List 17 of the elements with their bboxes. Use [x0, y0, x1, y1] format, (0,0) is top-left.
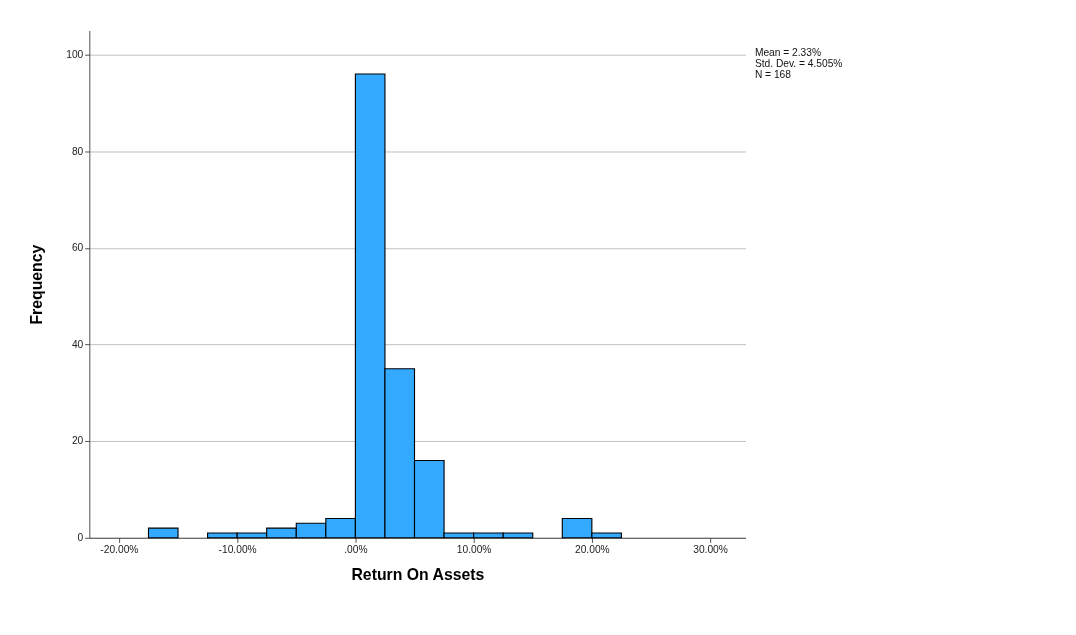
x-tick-label: 10.00%	[456, 544, 492, 556]
text: Std. Dev. = 4.505%	[754, 57, 843, 69]
y-tick-label: 100	[66, 48, 84, 60]
y-tick-label: 20	[71, 435, 84, 447]
y-tick-label: 60	[71, 242, 84, 254]
text: Mean = 2.33%	[754, 46, 822, 58]
y-tick-label: 40	[71, 338, 84, 350]
y-tick-label: 0	[77, 532, 84, 544]
x-tick-label: 20.00%	[574, 544, 610, 556]
x-tick-label: -10.00%	[218, 544, 257, 556]
text: N = 168	[754, 68, 792, 80]
x-tick-label: .00%	[344, 544, 368, 556]
y-tick-label: 80	[71, 145, 84, 157]
x-tick-label: 30.00%	[693, 544, 728, 556]
x-axis-title: Return On Assets	[351, 566, 485, 584]
x-tick-label: -20.00%	[100, 544, 139, 556]
y-axis-title: Frequency	[28, 244, 46, 325]
